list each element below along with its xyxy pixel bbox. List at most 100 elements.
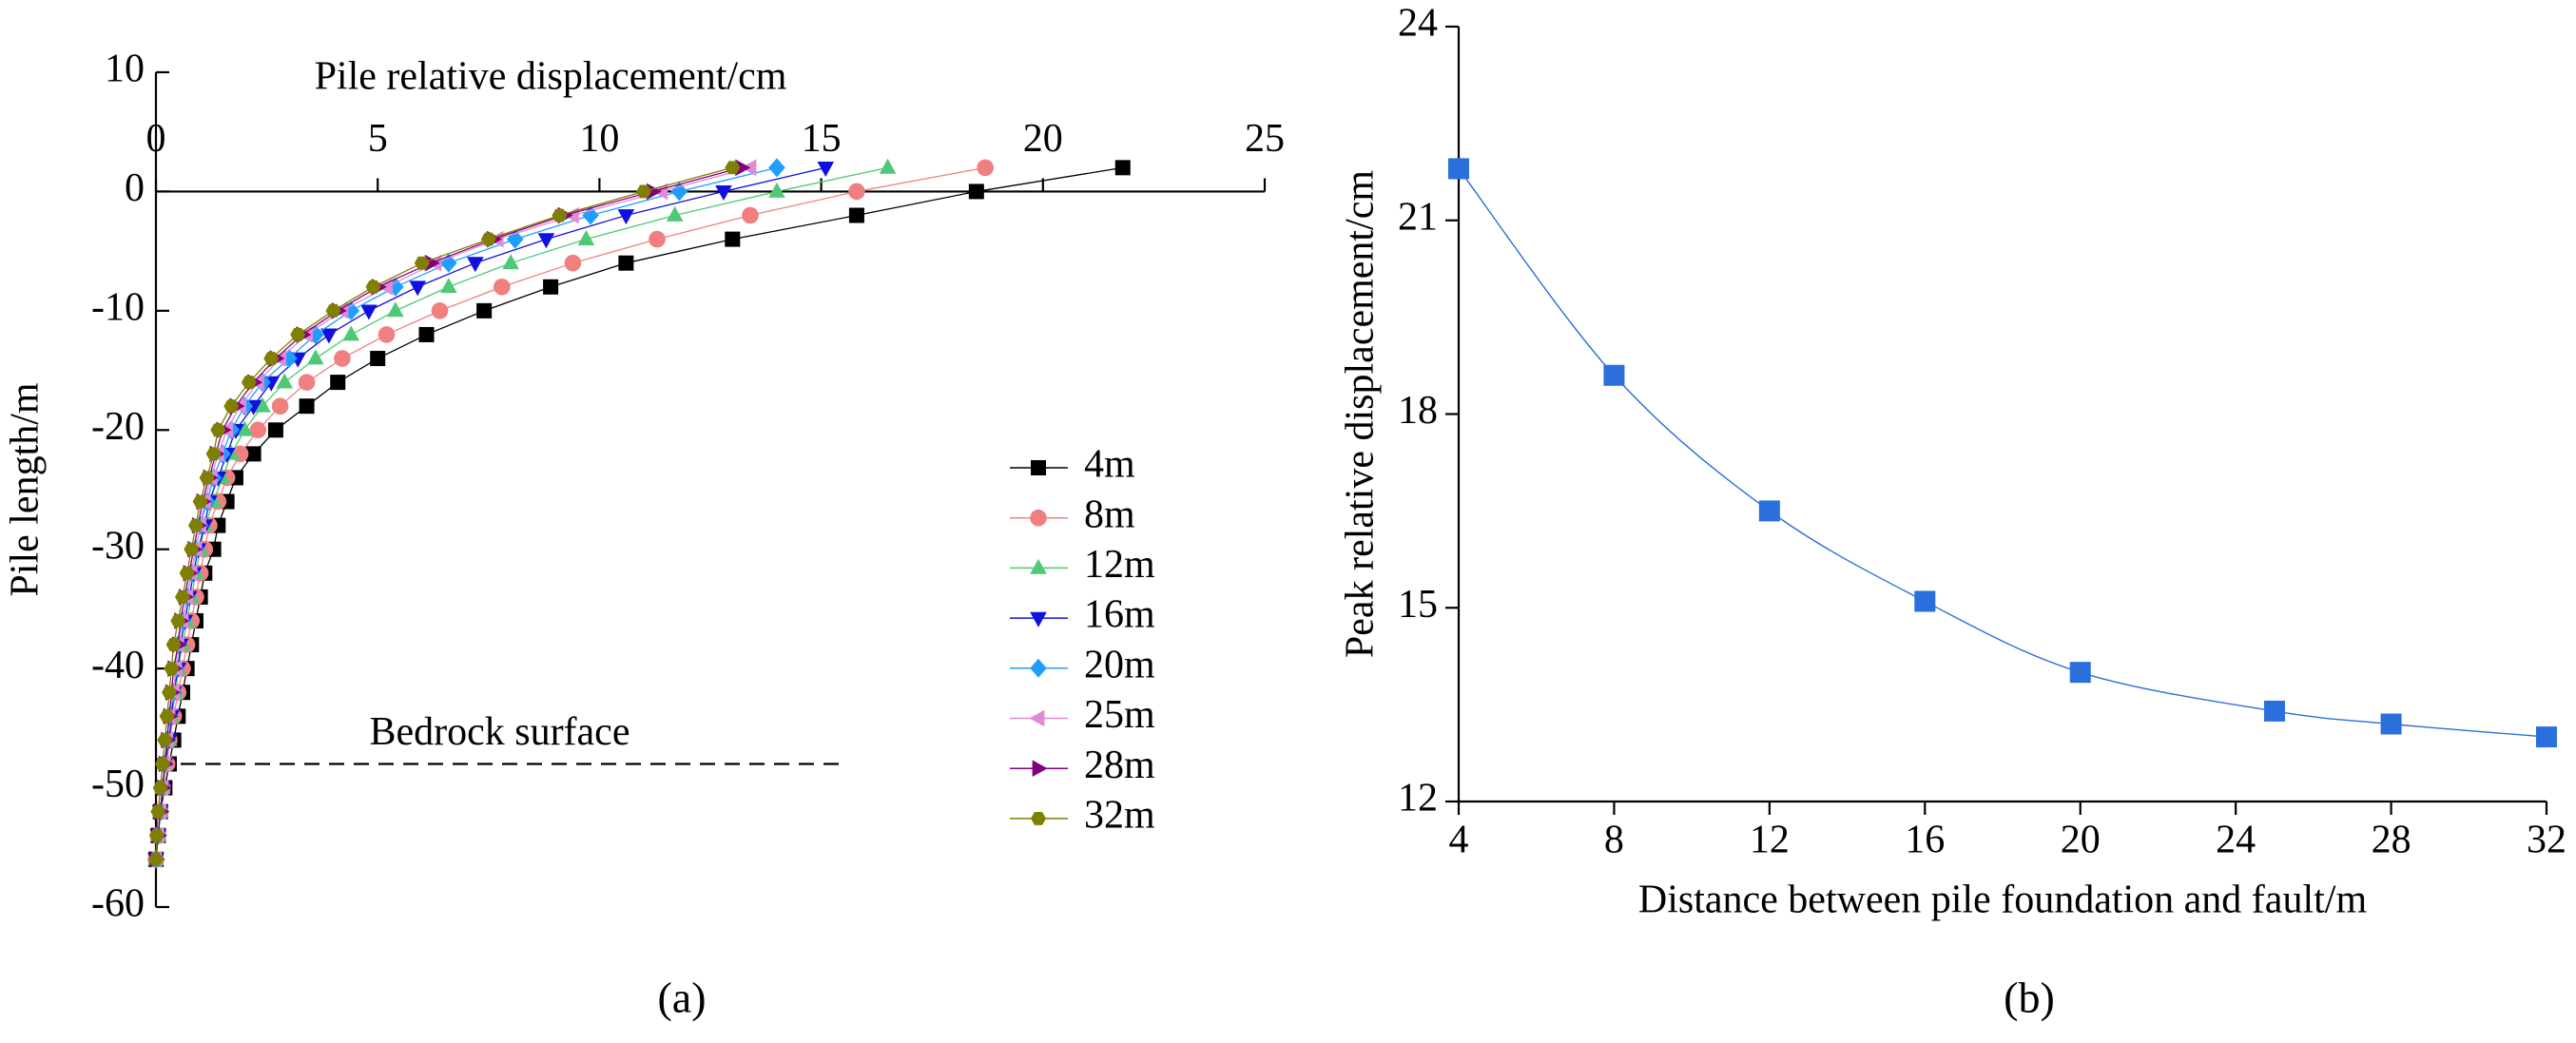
marker (150, 804, 166, 819)
series-line (155, 166, 888, 860)
marker (263, 352, 280, 365)
x-axis-title: Distance between pile foundation and fau… (1638, 879, 2368, 922)
marker (267, 422, 283, 438)
x-tick-label: 12 (1750, 819, 1790, 862)
marker (879, 158, 897, 174)
x-tick-label: 28 (2372, 819, 2411, 862)
marker (440, 253, 457, 273)
x-tick-label: 5 (368, 117, 388, 161)
marker (1758, 500, 1780, 522)
marker (205, 447, 222, 461)
marker (418, 326, 435, 342)
marker (646, 183, 662, 201)
marker (1030, 611, 1047, 628)
marker (636, 184, 652, 199)
y-tick-label: -10 (91, 285, 145, 329)
marker (148, 852, 164, 866)
series-line (155, 166, 733, 860)
marker (1114, 160, 1131, 176)
legend-label: 32m (1084, 794, 1155, 838)
marker (1031, 460, 1046, 475)
marker (1031, 811, 1046, 825)
legend-label: 16m (1084, 593, 1155, 637)
legend-label: 8m (1084, 493, 1135, 536)
marker (378, 326, 396, 343)
marker (360, 304, 378, 320)
y-tick-label: -40 (91, 644, 145, 687)
marker (334, 350, 351, 367)
y-tick-label: 18 (1398, 389, 1438, 433)
legend-label: 12m (1084, 543, 1155, 587)
fit-line (1458, 167, 2547, 738)
marker (342, 300, 360, 320)
legend-label: 4m (1084, 443, 1135, 487)
marker (152, 781, 168, 795)
marker (1448, 158, 1469, 180)
marker (241, 376, 257, 390)
marker (1603, 364, 1625, 386)
marker (320, 328, 338, 344)
x-tick-label: 20 (1023, 117, 1063, 161)
y-tick-label: 0 (125, 166, 145, 210)
marker (249, 421, 267, 439)
marker (157, 733, 173, 747)
marker (725, 231, 741, 247)
y-tick-label: 21 (1398, 195, 1438, 239)
x-tick-label: 10 (579, 117, 619, 161)
marker (552, 208, 568, 222)
marker (159, 709, 175, 724)
marker (502, 254, 519, 270)
marker (537, 233, 555, 249)
marker (271, 397, 289, 415)
marker (2069, 662, 2091, 684)
marker (577, 230, 595, 245)
marker (977, 159, 994, 177)
legend-label: 28m (1084, 744, 1155, 787)
marker (387, 301, 404, 318)
marker (325, 303, 341, 318)
marker (968, 183, 984, 200)
y-tick-label: -30 (91, 524, 145, 568)
marker (187, 518, 203, 532)
series-line (155, 166, 751, 860)
marker (582, 205, 599, 225)
marker (365, 280, 381, 294)
marker (1029, 709, 1045, 727)
y-tick-label: 24 (1398, 2, 1438, 46)
marker (236, 420, 254, 436)
x-tick-label: 0 (146, 117, 166, 161)
series-line (155, 166, 826, 860)
marker (440, 278, 457, 294)
x-tick-label: 4 (1449, 819, 1469, 862)
marker (148, 828, 165, 842)
marker (290, 328, 306, 341)
marker (299, 398, 315, 415)
y-tick-label: -20 (91, 405, 145, 449)
marker (165, 638, 182, 651)
marker (715, 185, 732, 202)
marker (254, 396, 271, 413)
y-axis-title: Pile length/m (4, 382, 48, 596)
marker (276, 373, 294, 389)
bedrock-label: Bedrock surface (369, 710, 629, 754)
marker (298, 374, 316, 391)
marker (476, 302, 493, 319)
series-line (155, 166, 1123, 860)
marker (179, 566, 195, 580)
marker (564, 254, 582, 272)
marker (617, 209, 635, 225)
marker (1030, 558, 1047, 574)
x-tick-label: 24 (2216, 819, 2256, 862)
marker (2264, 700, 2285, 722)
legend-label: 25m (1084, 693, 1155, 737)
series-line (155, 166, 778, 860)
marker (192, 494, 208, 509)
marker (1032, 760, 1048, 777)
marker (161, 686, 177, 700)
marker (330, 375, 346, 391)
x-tick-label: 8 (1604, 819, 1624, 862)
legend-label: 20m (1084, 643, 1155, 686)
marker (1030, 509, 1047, 527)
marker (199, 471, 215, 485)
